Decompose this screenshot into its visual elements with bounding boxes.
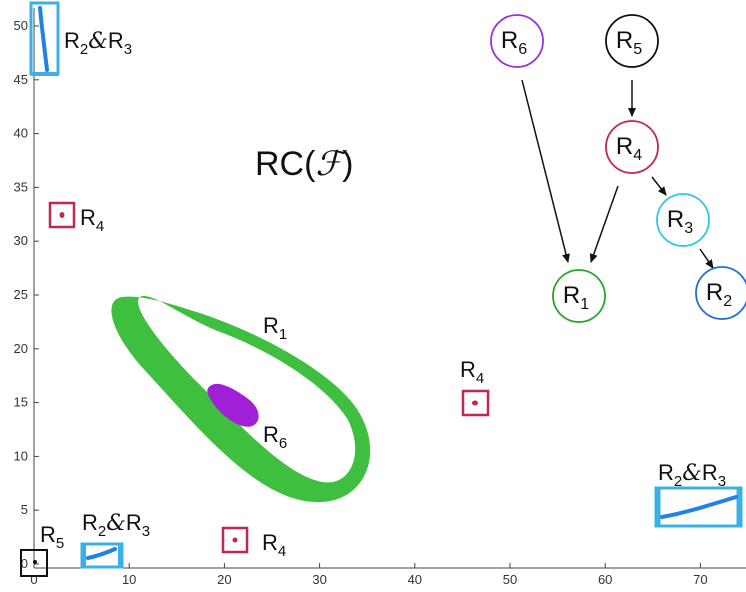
x-tick-label: 60: [598, 572, 612, 587]
node-label: R6: [501, 27, 527, 58]
node-r4: R4: [605, 120, 659, 174]
label-ring-r1: R1: [263, 313, 287, 343]
label-bottom-left-pair: R2&R3: [82, 510, 150, 540]
node-r2: R2: [695, 266, 746, 320]
axes: 0 10 20 30 40 50 60 70 0 5 10 15 20 25 30 35 40 45 50: [14, 8, 746, 587]
x-tick-label: 10: [122, 572, 136, 587]
box-bottom-left: [80, 542, 124, 569]
y-tick-label: 10: [14, 448, 28, 463]
node-r3: R3: [656, 193, 710, 247]
node-label: R1: [563, 282, 589, 313]
label-bottom-right-pair: R2&R3: [658, 460, 726, 490]
label-bottom-r4: R4: [262, 530, 286, 560]
node-circle: [695, 266, 746, 320]
x-ticks: 0 10 20 30 40 50 60 70: [30, 563, 708, 587]
y-tick-label: 0: [21, 556, 28, 571]
y-tick-label: 35: [14, 179, 28, 194]
edge-r4-r1: [589, 185, 619, 263]
label-origin-r5: R5: [40, 522, 64, 552]
x-tick-label: 50: [503, 572, 517, 587]
title-rc: RC(ℱ): [255, 144, 354, 184]
edge-r3-r2: [699, 248, 714, 269]
label-blob-r6: R6: [263, 422, 287, 452]
edge-r4-r3: [651, 176, 667, 196]
node-label: R4: [616, 133, 642, 164]
y-tick-label: 25: [14, 287, 28, 302]
node-r6: R6: [490, 14, 544, 68]
box-bottom-r4: [221, 526, 249, 554]
node-label: R2: [706, 279, 732, 310]
y-tick-label: 30: [14, 233, 28, 248]
box-left-r4: [48, 201, 76, 229]
x-tick-label: 30: [312, 572, 326, 587]
box-mid-r4: [461, 389, 490, 417]
blob-region-r6: [207, 383, 259, 427]
y-tick-label: 5: [21, 502, 28, 517]
x-tick-label: 40: [408, 572, 422, 587]
box-origin-r5: [20, 549, 48, 577]
node-r1: R1: [552, 269, 606, 323]
y-tick-label: 50: [14, 18, 28, 33]
label-left-r4: R4: [80, 205, 104, 235]
label-mid-r4: R4: [460, 357, 484, 387]
node-label: R5: [616, 27, 642, 58]
y-tick-label: 40: [14, 126, 28, 141]
edge-r6-r1: [521, 79, 570, 263]
node-r5: R5: [605, 14, 659, 68]
y-tick-label: 15: [14, 395, 28, 410]
node-circle: [605, 14, 659, 68]
x-tick-label: 20: [217, 572, 231, 587]
node-circle: [605, 120, 659, 174]
region-graph: R6 R5 R4 R3 R1 R2: [490, 14, 746, 323]
label-top-left-pair: R2&R3: [64, 28, 132, 58]
y-tick-label: 20: [14, 341, 28, 356]
y-ticks: 0 5 10 15 20 25 30 35 40 45 50: [14, 18, 39, 571]
node-circle: [490, 14, 544, 68]
node-circle: [552, 269, 606, 323]
x-tick-label: 0: [30, 572, 37, 587]
box-top-left: [29, 1, 60, 76]
node-label: R3: [667, 206, 693, 237]
x-tick-label: 70: [693, 572, 707, 587]
ring-region-r1: [111, 296, 371, 503]
node-circle: [656, 193, 710, 247]
y-tick-label: 45: [14, 72, 28, 87]
box-bottom-right: [654, 486, 743, 528]
